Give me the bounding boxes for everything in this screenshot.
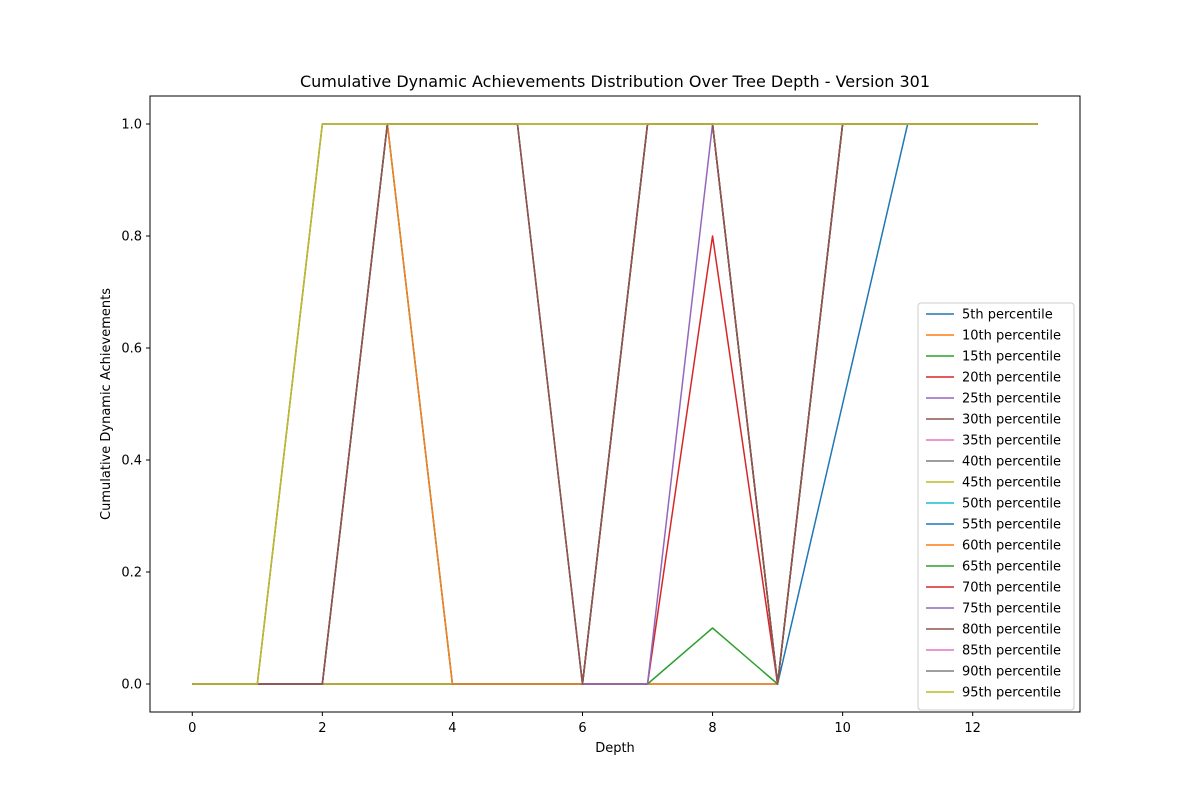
legend-entry: 95th percentile [962,686,1061,701]
chart-title: Cumulative Dynamic Achievements Distribu… [300,72,930,91]
y-axis: 0.0 0.2 0.4 0.6 0.8 1.0 [121,118,150,693]
legend-box [917,302,1075,711]
legend: 5th percentile 10th percentile 15th percen… [917,302,1075,711]
x-tick-label: 8 [708,721,716,736]
legend-entry: 75th percentile [962,602,1061,617]
y-tick-label: 1.0 [121,118,142,133]
legend-entry: 30th percentile [962,413,1061,428]
legend-entry: 85th percentile [962,644,1061,659]
legend-entry: 10th percentile [962,329,1061,344]
legend-entry: 65th percentile [962,560,1061,575]
plot-frame [149,95,1081,713]
y-tick-label: 0.8 [121,230,142,245]
y-tick-label: 0.4 [121,454,142,469]
y-axis-title: Cumulative Dynamic Achievements [99,288,114,520]
legend-entry: 90th percentile [962,665,1061,680]
x-axis: 0 2 4 6 8 10 12 [188,712,981,736]
x-tick-label: 10 [834,721,851,736]
legend-entry: 45th percentile [962,476,1061,491]
legend-entry: 40th percentile [962,455,1061,470]
x-tick-label: 4 [448,721,456,736]
series-layer [192,123,1038,685]
x-tick-label: 2 [318,721,326,736]
y-tick-label: 0.6 [121,342,142,357]
legend-entry: 50th percentile [962,497,1061,512]
legend-entry: 5th percentile [962,308,1053,323]
legend-entry: 25th percentile [962,392,1061,407]
legend-entry: 20th percentile [962,371,1061,386]
legend-entry: 80th percentile [962,623,1061,638]
x-axis-title: Depth [595,741,635,756]
legend-entry: 15th percentile [962,350,1061,365]
legend-entry: 70th percentile [962,581,1061,596]
legend-entry: 55th percentile [962,518,1061,533]
legend-entry: 35th percentile [962,434,1061,449]
y-tick-label: 0.2 [121,566,142,581]
x-tick-label: 12 [964,721,981,736]
legend-entry: 60th percentile [962,539,1061,554]
series-line-19 [192,123,1038,685]
x-tick-label: 0 [188,721,196,736]
y-tick-label: 0.0 [121,678,142,693]
x-tick-label: 6 [578,721,586,736]
